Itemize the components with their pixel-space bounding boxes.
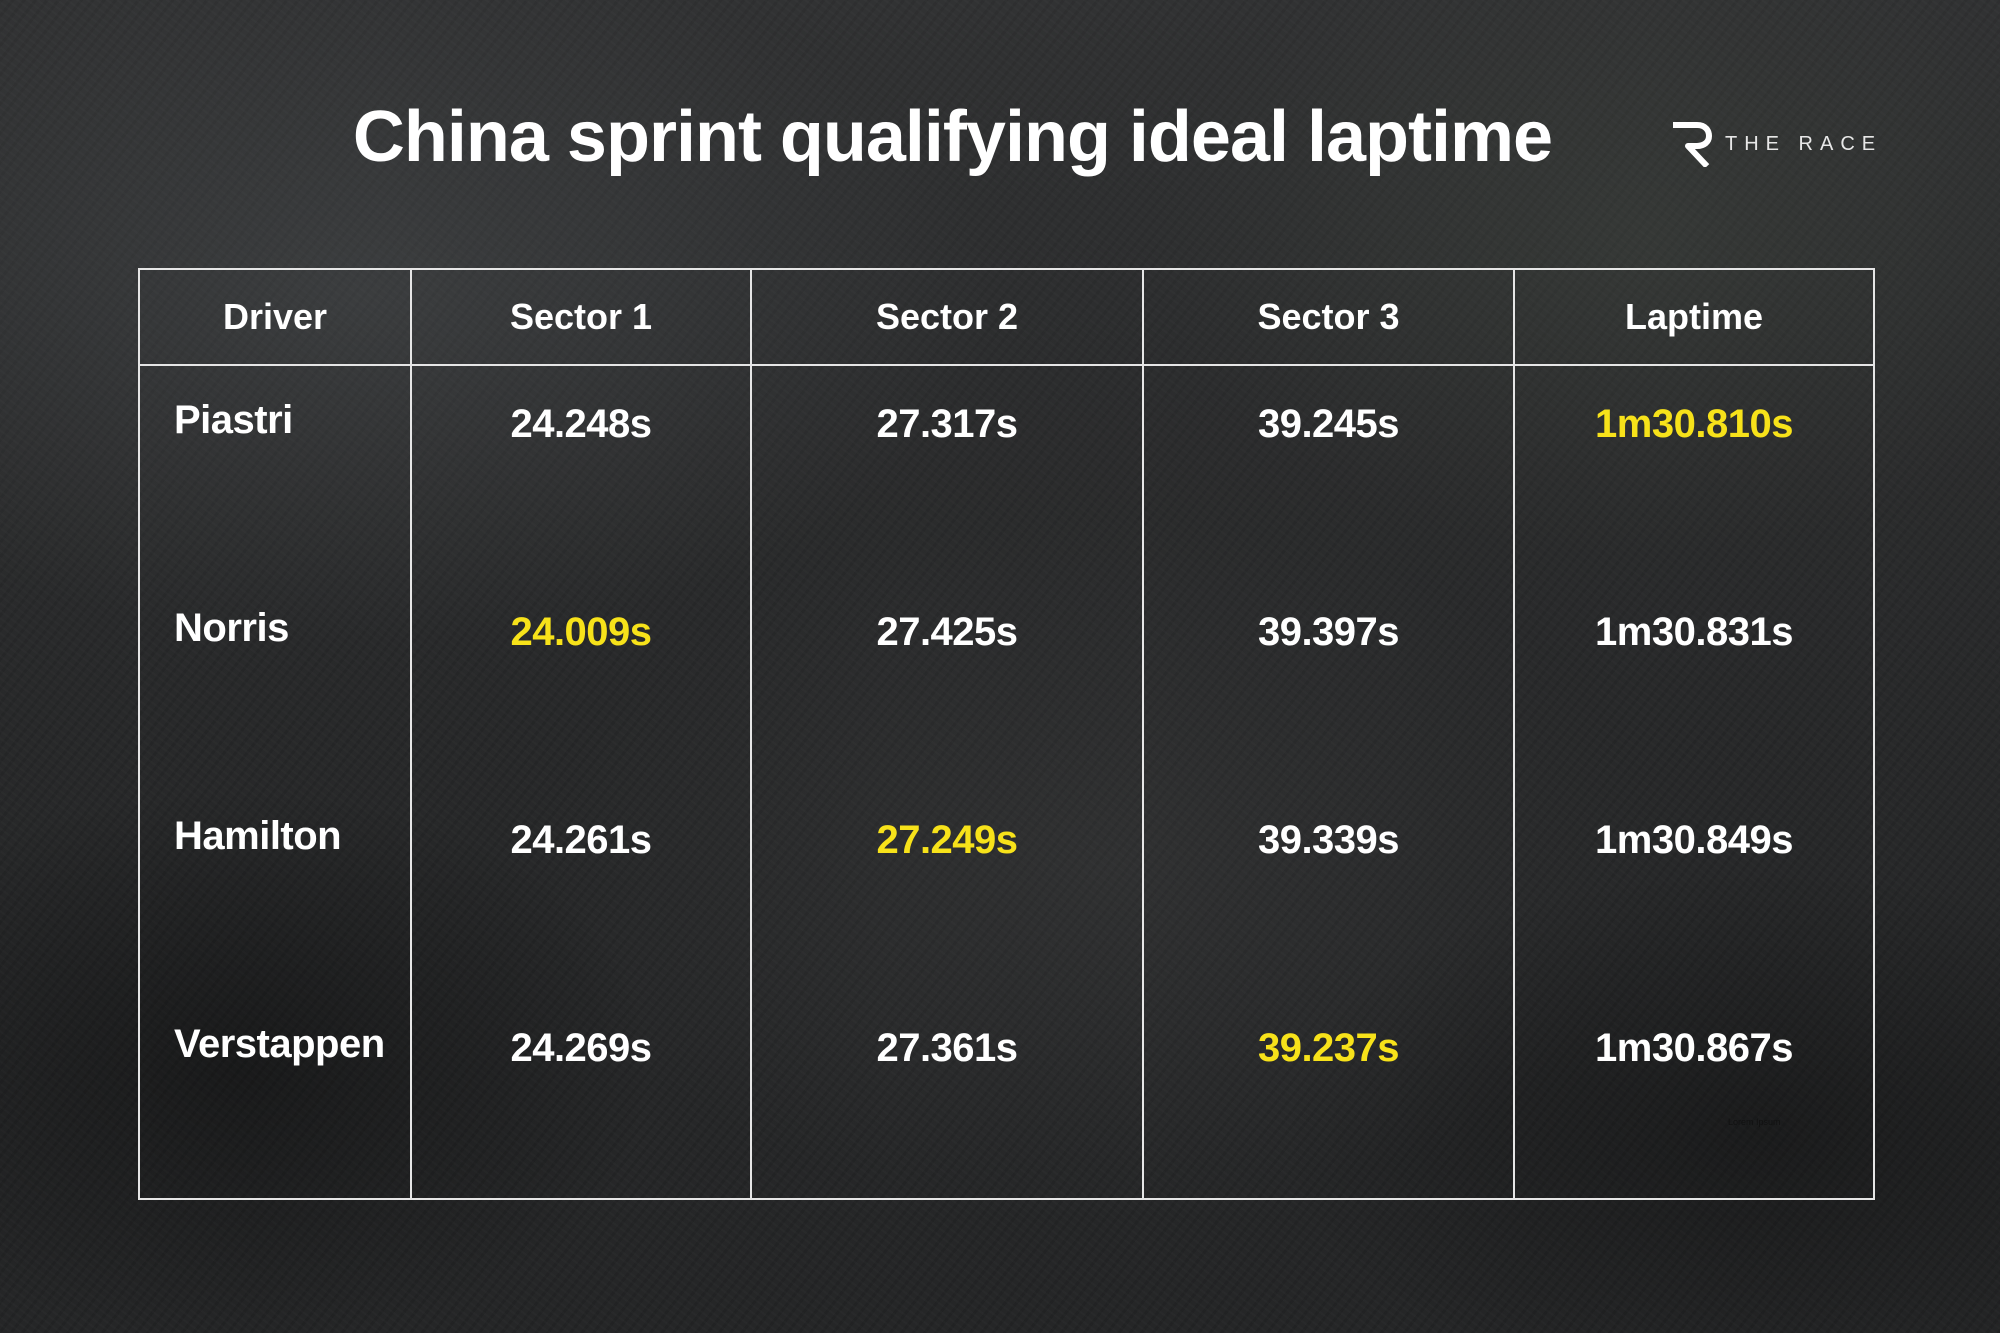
table-header-row: Driver Sector 1 Sector 2 Sector 3 Laptim… [138, 268, 1875, 366]
sector-2-value: 27.425s [876, 610, 1018, 654]
race-r-logo-icon [1673, 122, 1712, 167]
laptime-cell: 1m30.810s [1513, 364, 1875, 574]
sector-3-cell: 39.397s [1142, 574, 1515, 782]
sector-1-value: 24.261s [510, 818, 652, 862]
footnote-text: Lorem Ipsum [1728, 1117, 1781, 1127]
sector-1-value: 24.269s [510, 1026, 652, 1070]
page-title: China sprint qualifying ideal laptime [352, 97, 1553, 177]
table-row: Norris 24.009s 27.425s 39.397s 1m30.831s [138, 574, 1875, 782]
table-body: Piastri 24.248s 27.317s 39.245s 1m30.810s Nor… [138, 364, 1875, 1200]
sector-3-value: 39.245s [1257, 402, 1400, 446]
brand-name: THE RACE [1725, 132, 1883, 155]
column-header-laptime: Laptime [1513, 268, 1875, 366]
driver-cell: Norris [138, 574, 412, 782]
sector-3-value: 39.237s [1257, 1026, 1400, 1070]
sector-3-cell: 39.245s [1142, 364, 1515, 574]
laptime-value: 1m30.867s [1595, 1026, 1793, 1070]
sector-1-cell: 24.269s [410, 990, 752, 1200]
sector-2-value: 27.361s [876, 1026, 1018, 1070]
sector-2-cell: 27.317s [750, 364, 1144, 574]
column-header-sector-3: Sector 3 [1142, 268, 1515, 366]
laptime-cell: 1m30.867s [1513, 990, 1875, 1200]
column-header-sector-2: Sector 2 [750, 268, 1144, 366]
sector-3-value: 39.397s [1257, 610, 1400, 654]
sector-2-cell: 27.425s [750, 574, 1144, 782]
driver-name: Hamilton [174, 814, 342, 858]
driver-name: Norris [174, 606, 289, 650]
sector-2-cell: 27.249s [750, 782, 1144, 990]
table-row: Verstappen 24.269s 27.361s 39.237s 1m30.867s [138, 990, 1875, 1200]
sector-3-value: 39.339s [1257, 818, 1400, 862]
sector-2-value: 27.249s [876, 818, 1018, 862]
sector-2-cell: 27.361s [750, 990, 1144, 1200]
sector-1-value: 24.009s [510, 610, 652, 654]
brand-logo: THE RACE [1673, 120, 1882, 168]
laptime-table: Driver Sector 1 Sector 2 Sector 3 Laptim… [138, 268, 1875, 1200]
driver-name: Piastri [174, 398, 293, 442]
laptime-value: 1m30.849s [1595, 818, 1793, 862]
sector-1-cell: 24.248s [410, 364, 752, 574]
sector-1-value: 24.248s [510, 402, 652, 446]
table-row: Hamilton 24.261s 27.249s 39.339s 1m30.849s [138, 782, 1875, 990]
sector-3-cell: 39.237s [1142, 990, 1515, 1200]
sector-1-cell: 24.009s [410, 574, 752, 782]
column-header-driver: Driver [138, 268, 412, 366]
driver-cell: Hamilton [138, 782, 412, 990]
sector-2-value: 27.317s [876, 402, 1018, 446]
laptime-value: 1m30.810s [1595, 402, 1793, 446]
driver-name: Verstappen [174, 1022, 385, 1066]
driver-cell: Piastri [138, 364, 412, 574]
column-header-sector-1: Sector 1 [410, 268, 752, 366]
sector-1-cell: 24.261s [410, 782, 752, 990]
laptime-cell: 1m30.849s [1513, 782, 1875, 990]
laptime-cell: 1m30.831s [1513, 574, 1875, 782]
sector-3-cell: 39.339s [1142, 782, 1515, 990]
table-row: Piastri 24.248s 27.317s 39.245s 1m30.810s [138, 364, 1875, 574]
driver-cell: Verstappen [138, 990, 412, 1200]
laptime-value: 1m30.831s [1595, 610, 1793, 654]
